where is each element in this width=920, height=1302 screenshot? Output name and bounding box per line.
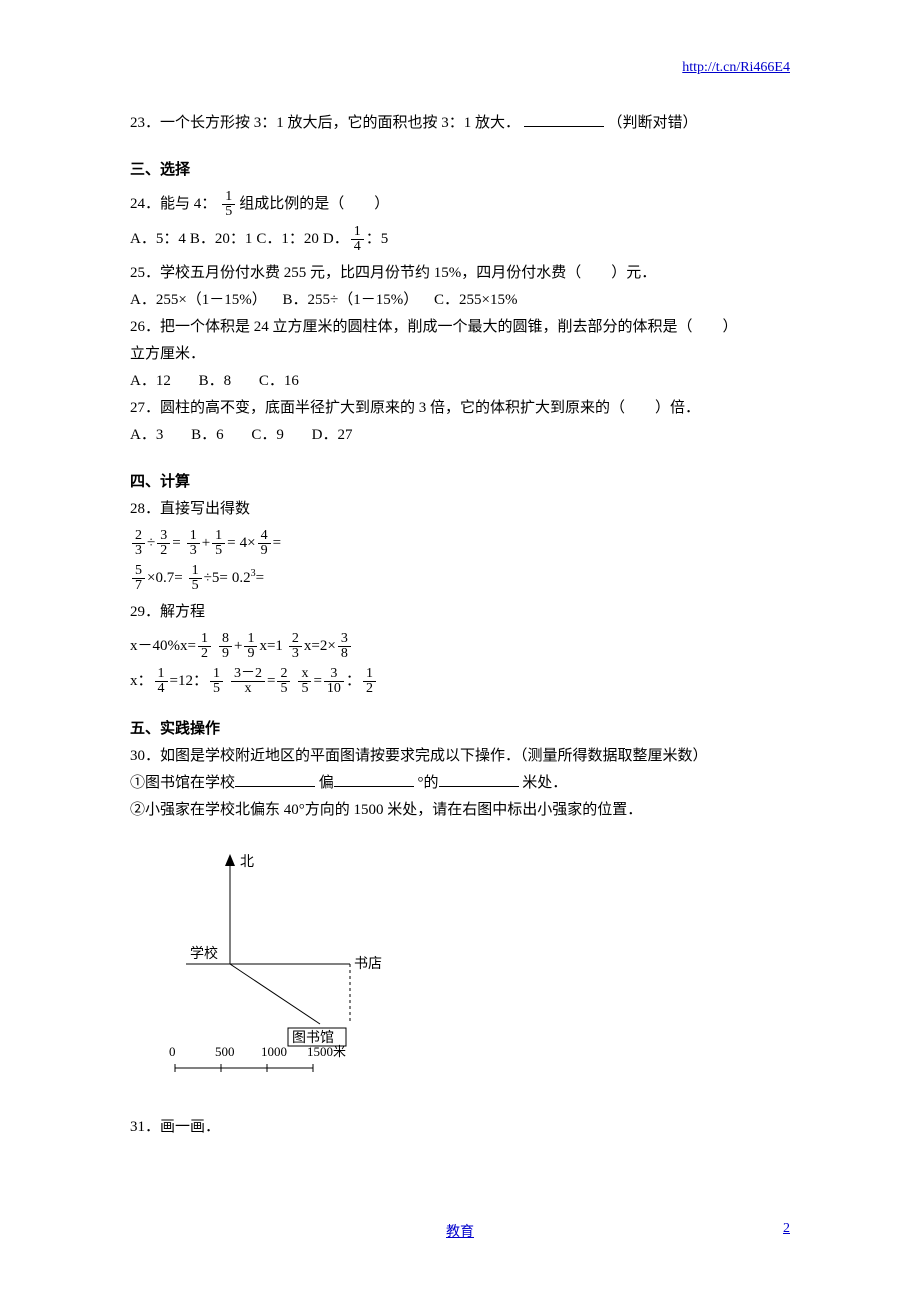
q28-eq2: 13 + 15 =: [185, 529, 236, 558]
q24-option-d: D． 14 ：5: [323, 225, 388, 254]
fraction-1-5: 15: [222, 190, 235, 219]
question-31: 31．画一画．: [130, 1114, 790, 1141]
q28-title: 28．直接写出得数: [130, 496, 790, 523]
q24-option-b: B．20：1: [190, 226, 253, 253]
q29-title: 29．解方程: [130, 599, 790, 626]
q26-line1: 26．把一个体积是 24 立方厘米的圆柱体，削成一个最大的圆锥，削去部分的体积是…: [130, 314, 790, 341]
question-28: 28．直接写出得数 23 ÷ 32 = 13 + 15 = 4× 49 =: [130, 496, 790, 593]
q28-eq3: 4× 49 =: [240, 529, 281, 558]
q27-option-c: C．9: [251, 427, 284, 443]
svg-text:北: 北: [240, 854, 254, 870]
question-24: 24．能与 4： 15 组成比例的是（ ） A．5：4 B．20：1 C．1：2…: [130, 190, 790, 254]
svg-text:0: 0: [169, 1044, 176, 1059]
q30-sub1: ①图书馆在学校 偏 °的 米处．: [130, 770, 790, 797]
page-footer: 教育 2: [130, 1221, 790, 1241]
section-4-title: 四、计算: [130, 469, 790, 496]
q26-option-b: B．8: [199, 373, 232, 389]
q24-prefix: 24．能与 4：: [130, 191, 216, 218]
q24-suffix: 组成比例的是（ ）: [239, 191, 389, 218]
q30-line1: 30．如图是学校附近地区的平面图请按要求完成以下操作．（测量所得数据取整厘米数）: [130, 743, 790, 770]
svg-text:学校: 学校: [190, 945, 218, 962]
footer-link[interactable]: 教育: [446, 1225, 474, 1240]
header-url[interactable]: http://t.cn/Ri466E4: [682, 60, 790, 76]
q26-option-a: A．12: [130, 373, 171, 389]
main-content: 23．一个长方形按 3：1 放大后，它的面积也按 3：1 放大． （判断对错） …: [130, 110, 790, 1141]
q25-text: 25．学校五月份付水费 255 元，比四月份节约 15%，四月份付水费（ ）元．: [130, 260, 790, 287]
q27-option-d: D．27: [312, 427, 353, 443]
q26-option-c: C．16: [259, 373, 299, 389]
map-diagram: 北学校书店图书馆050010001500米: [150, 834, 790, 1104]
q27-text: 27．圆柱的高不变，底面半径扩大到原来的 3 倍，它的体积扩大到原来的（ ）倍．: [130, 395, 790, 422]
page-number: 2: [783, 1221, 790, 1237]
q25-option-c: C．255×15%: [434, 292, 517, 308]
map-svg: 北学校书店图书馆050010001500米: [150, 834, 390, 1094]
question-30: 30．如图是学校附近地区的平面图请按要求完成以下操作．（测量所得数据取整厘米数）…: [130, 743, 790, 1104]
q29-eq2: 89 + 19 x=1: [217, 632, 283, 661]
q28-eq6: 0.23=: [232, 565, 264, 592]
q28-eq4: 57 ×0.7=: [130, 564, 183, 593]
q28-eq1: 23 ÷ 32 =: [130, 529, 181, 558]
question-25: 25．学校五月份付水费 255 元，比四月份节约 15%，四月份付水费（ ）元．…: [130, 260, 790, 314]
q27-option-b: B．6: [191, 427, 224, 443]
svg-text:书店: 书店: [354, 956, 382, 972]
fraction-1-4: 14: [351, 225, 364, 254]
q29-eq1: x－40%x= 12: [130, 632, 213, 661]
question-29: 29．解方程 x－40%x= 12 89 + 19 x=1 23 x=2× 38: [130, 599, 790, 696]
q26-line2: 立方厘米．: [130, 341, 790, 368]
q23-blank: [524, 111, 604, 127]
question-23: 23．一个长方形按 3：1 放大后，它的面积也按 3：1 放大． （判断对错）: [130, 110, 790, 137]
section-3-title: 三、选择: [130, 157, 790, 184]
q27-option-a: A．3: [130, 427, 163, 443]
q30-sub2: ②小强家在学校北偏东 40°方向的 1500 米处，请在右图中标出小强家的位置．: [130, 797, 790, 824]
q30-blank3: [439, 771, 519, 787]
q30-blank1: [235, 771, 315, 787]
svg-text:1500米: 1500米: [307, 1044, 346, 1059]
q29-eq5: 3－2x = 25: [229, 667, 292, 696]
q29-eq3: 23 x=2× 38: [287, 632, 353, 661]
section-5-title: 五、实践操作: [130, 716, 790, 743]
svg-text:1000: 1000: [261, 1044, 287, 1059]
q28-eq5: 15 ÷5=: [187, 564, 228, 593]
q29-eq6: x5 = 310 ： 12: [296, 667, 377, 696]
question-27: 27．圆柱的高不变，底面半径扩大到原来的 3 倍，它的体积扩大到原来的（ ）倍．…: [130, 395, 790, 449]
q23-text: 23．一个长方形按 3：1 放大后，它的面积也按 3：1 放大．: [130, 115, 520, 131]
q23-suffix: （判断对错）: [608, 115, 698, 131]
svg-text:500: 500: [215, 1044, 235, 1059]
q24-option-a: A．5：4: [130, 226, 186, 253]
question-26: 26．把一个体积是 24 立方厘米的圆柱体，削成一个最大的圆锥，削去部分的体积是…: [130, 314, 790, 395]
q25-option-a: A．255×（1－15%）: [130, 292, 267, 308]
q29-eq4: x： 14 =12： 15: [130, 667, 225, 696]
q30-blank2: [334, 771, 414, 787]
q24-option-c: C．1：20: [256, 226, 319, 253]
q25-option-b: B．255÷（1－15%）: [283, 292, 419, 308]
